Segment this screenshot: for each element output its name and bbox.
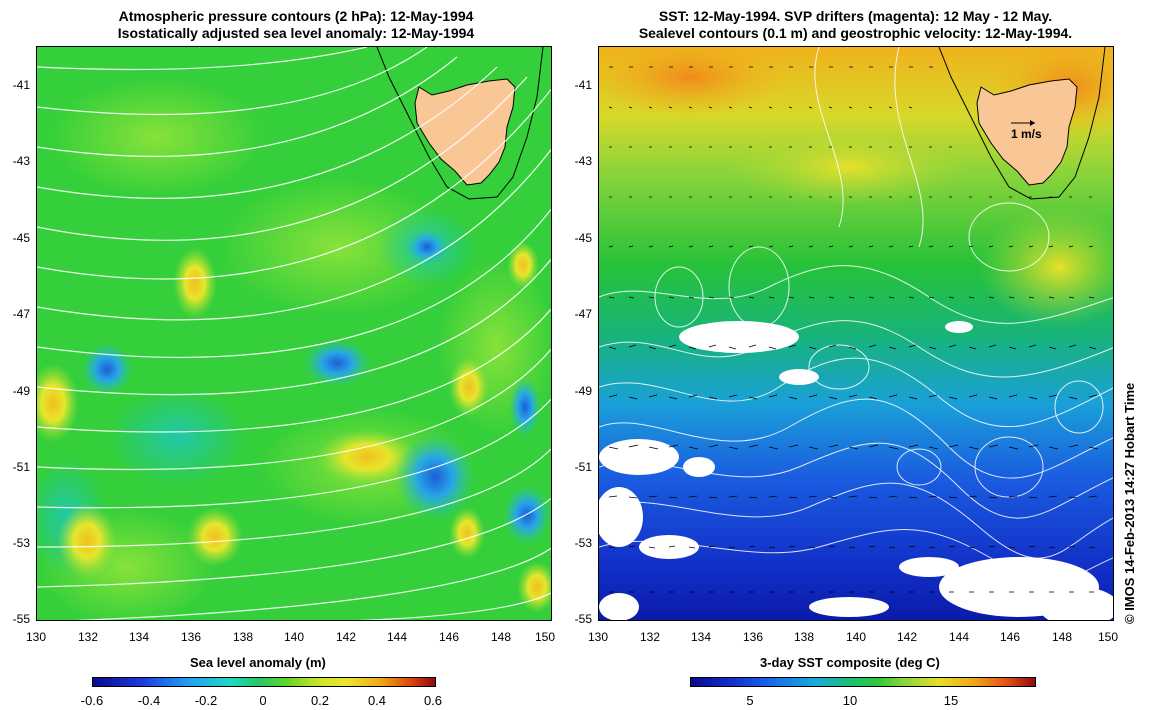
tasmania-land [414,78,516,186]
sla-colorbar-tick: 0.4 [367,693,387,708]
left-x-tick: 144 [386,630,408,644]
right-x-tick: 146 [999,630,1021,644]
left-y-tick: -53 [12,536,30,550]
velocity-arrows [608,66,1099,593]
right-title-line1: SST: 12-May-1994. SVP drifters (magenta)… [658,8,1053,24]
sst-map: 1 m/s [598,46,1114,621]
left-y-tick: -49 [12,384,30,398]
sealevel-contours [599,47,1113,581]
velocity-scale-label: 1 m/s [1011,127,1042,141]
left-y-tick: -51 [12,460,30,474]
left-y-tick: -45 [12,231,30,245]
left-title-line1: Atmospheric pressure contours (2 hPa): 1… [118,8,474,24]
left-x-tick: 150 [534,630,556,644]
left-y-tick: -41 [12,78,30,92]
sst-map-graphic [599,47,1113,620]
right-title-line2: Sealevel contours (0.1 m) and geostrophi… [638,25,1073,41]
right-x-tick: 148 [1051,630,1073,644]
left-x-tick: 136 [180,630,202,644]
sla-colorbar-tick: 0 [259,693,267,708]
right-y-tick: -47 [574,307,592,321]
sla-map-graphic [37,47,551,620]
left-x-tick: 130 [25,630,47,644]
sst-colorbar-tick: 5 [746,693,754,708]
left-x-tick: 148 [490,630,512,644]
sea-level-anomaly-map [36,46,552,621]
sst-colorbar-tick: 10 [842,693,858,708]
sla-colorbar-tick: -0.4 [137,693,161,708]
sla-colorbar-tick: 0.2 [310,693,330,708]
imos-credit: © IMOS 14-Feb-2013 14:27 Hobart Time [1122,382,1137,624]
left-x-tick: 140 [283,630,305,644]
right-x-tick: 142 [896,630,918,644]
sst-colorbar-tick: 15 [943,693,959,708]
right-x-tick: 136 [742,630,764,644]
right-x-tick: 144 [948,630,970,644]
right-x-tick: 130 [587,630,609,644]
right-y-tick: -51 [574,460,592,474]
right-y-tick: -41 [574,78,592,92]
sla-colorbar-tick: -0.2 [194,693,218,708]
left-y-tick: -47 [12,307,30,321]
left-x-tick: 142 [335,630,357,644]
right-x-tick: 132 [639,630,661,644]
sst-colorbar [690,677,1036,687]
tasmania-land [976,78,1078,186]
left-x-tick: 138 [232,630,254,644]
right-x-tick: 134 [690,630,712,644]
left-y-tick: -55 [12,612,30,626]
right-x-tick: 138 [793,630,815,644]
right-y-tick: -45 [574,231,592,245]
left-x-tick: 146 [438,630,460,644]
sla-colorbar [92,677,436,687]
right-x-tick: 150 [1097,630,1119,644]
left-colorbar-label: Sea level anomaly (m) [190,655,326,670]
right-y-tick: -55 [574,612,592,626]
left-x-tick: 132 [77,630,99,644]
pressure-contours [37,47,551,620]
right-y-tick: -43 [574,154,592,168]
left-x-tick: 134 [128,630,150,644]
right-y-tick: -53 [574,536,592,550]
sla-colorbar-tick: 0.6 [423,693,443,708]
right-colorbar-label: 3-day SST composite (deg C) [760,655,940,670]
right-y-tick: -49 [574,384,592,398]
right-x-tick: 140 [845,630,867,644]
left-title-line2: Isostatically adjusted sea level anomaly… [117,25,475,41]
sla-colorbar-tick: -0.6 [80,693,104,708]
left-y-tick: -43 [12,154,30,168]
